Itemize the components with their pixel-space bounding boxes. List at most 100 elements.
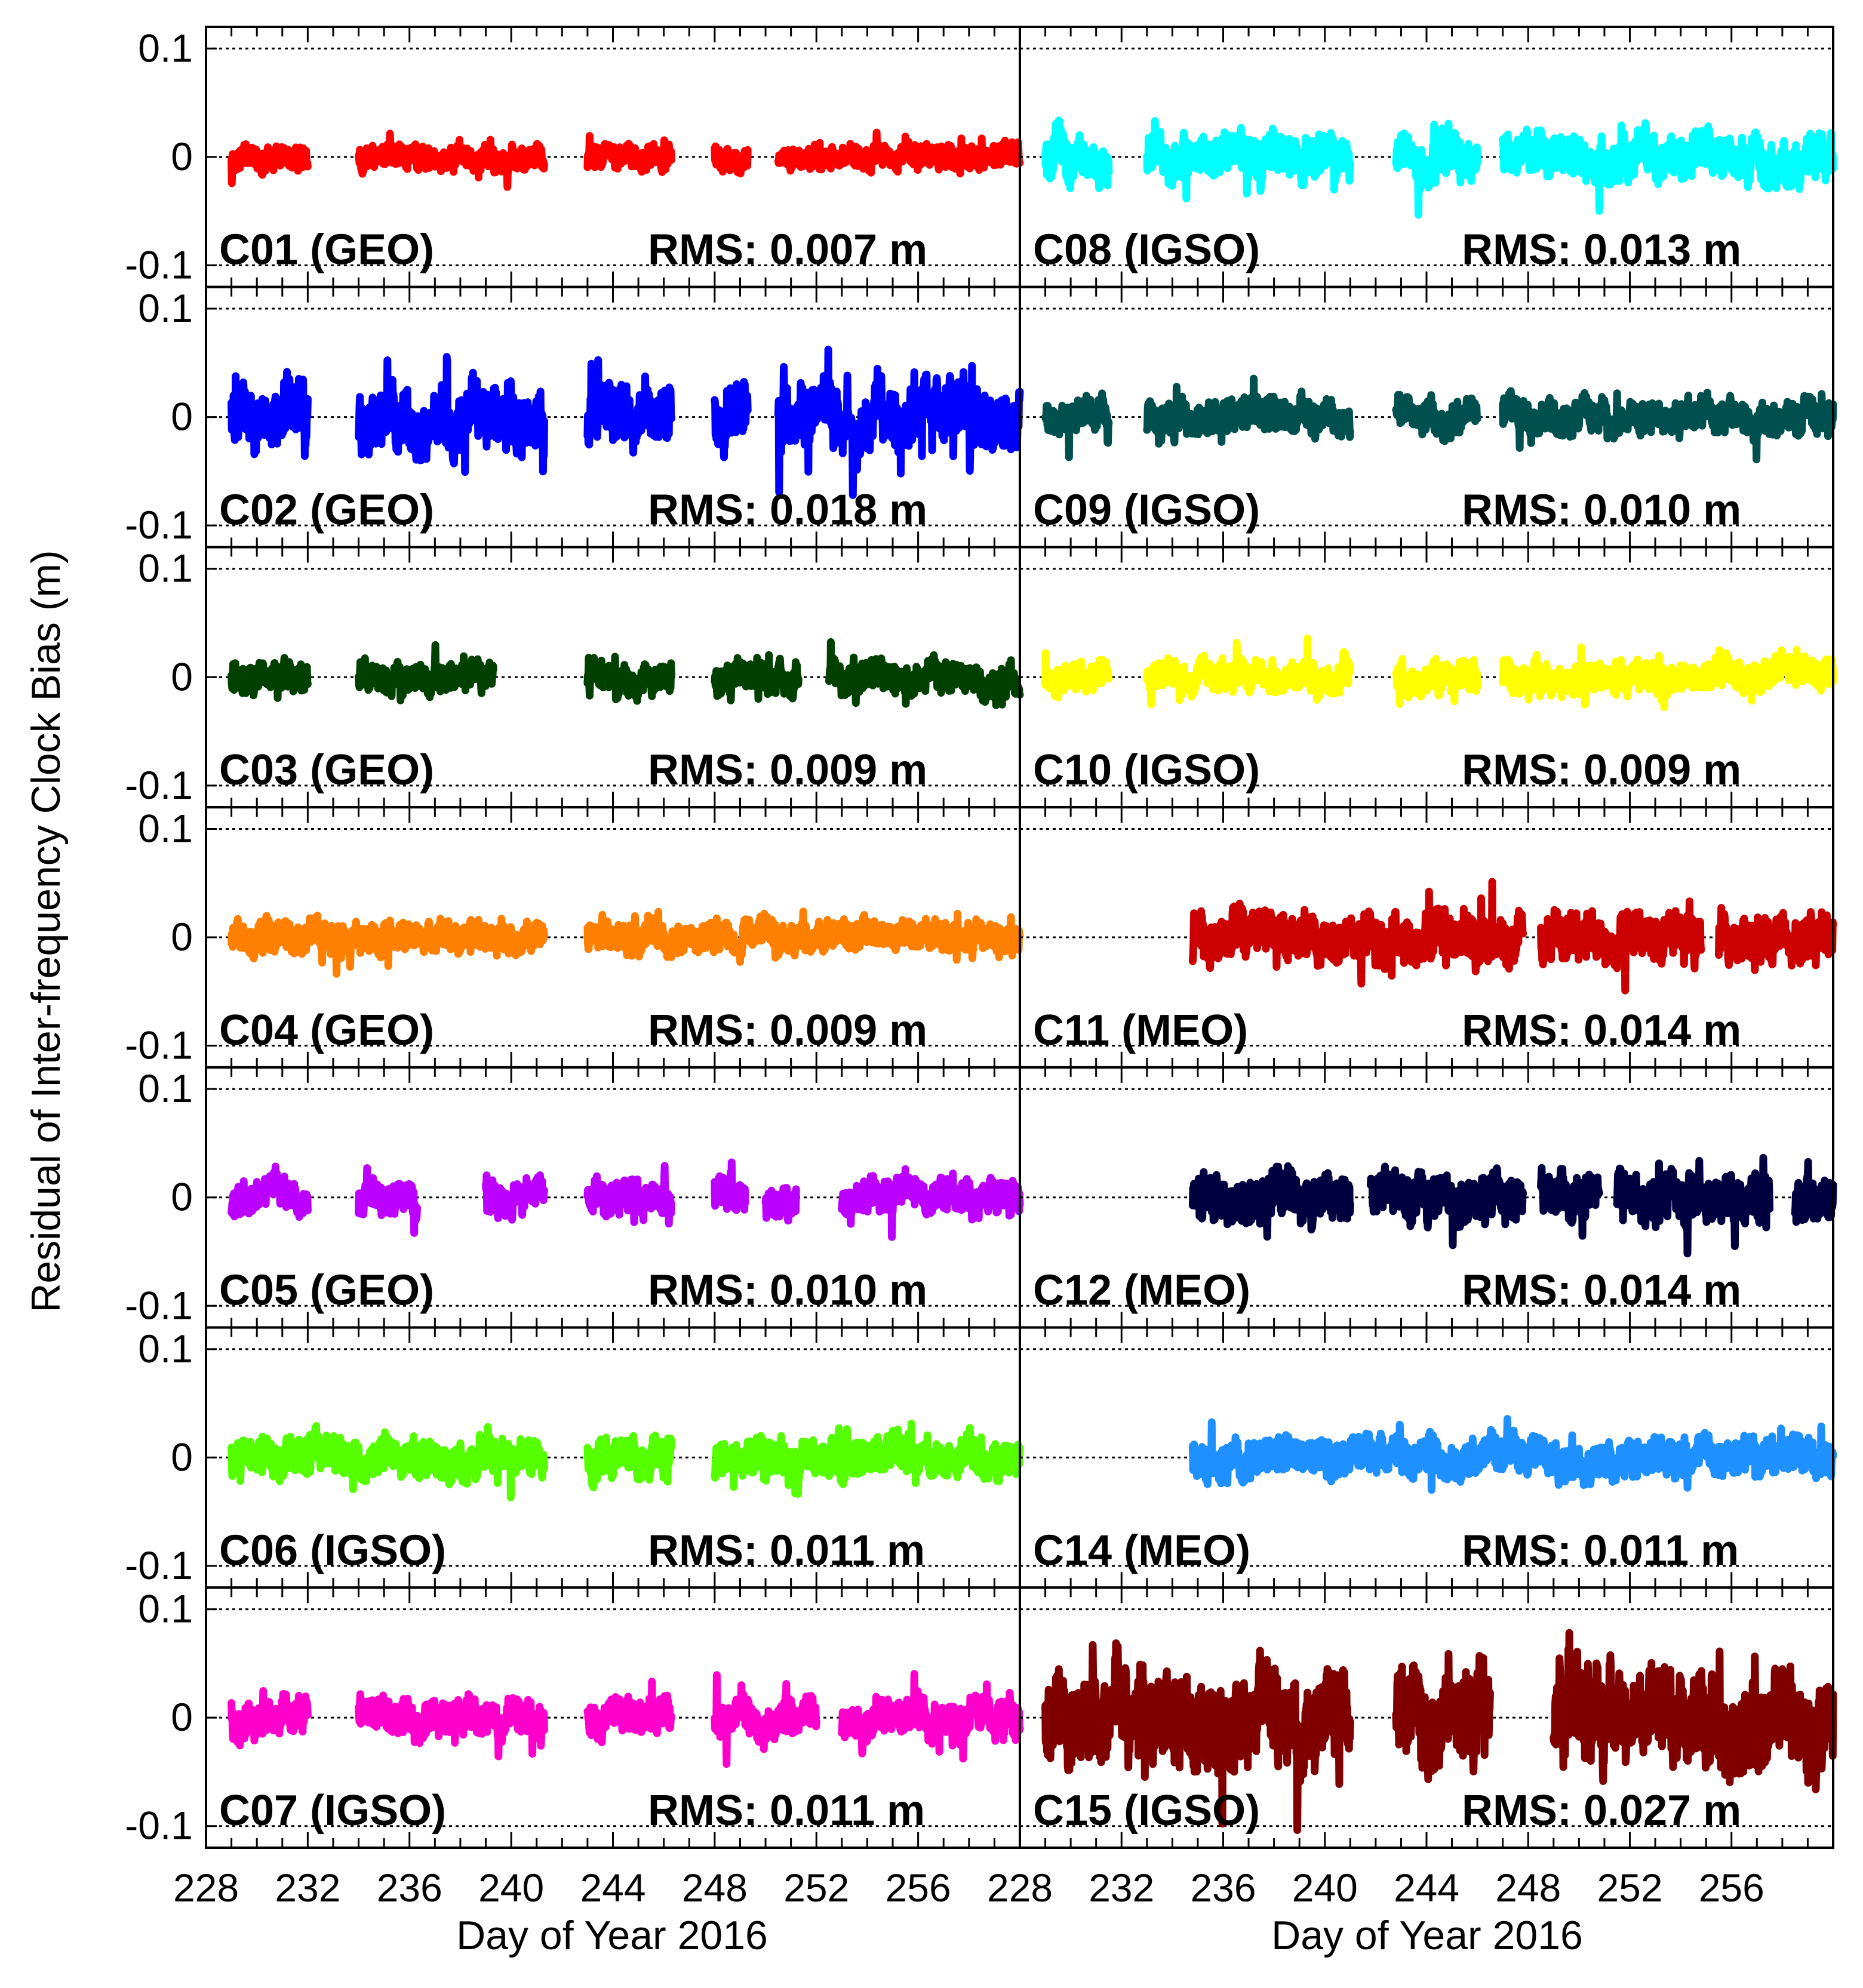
series-segment <box>1188 1162 1354 1241</box>
y-tick-label: 0 <box>171 395 193 439</box>
y-tick-label: -0.1 <box>125 763 193 807</box>
panel-name-label: C07 (IGSO) <box>219 1787 446 1835</box>
panel-rms-label: RMS: 0.018 m <box>648 486 927 534</box>
series-segment <box>711 142 752 178</box>
panel-c11 <box>1020 827 1837 1047</box>
y-tick-label: 0.1 <box>138 1327 193 1371</box>
series-segment <box>228 140 312 187</box>
panel-rms-label: RMS: 0.014 m <box>1462 1007 1741 1054</box>
series-segment <box>838 1670 1024 1763</box>
series-segment <box>228 912 548 978</box>
panel-name-label: C15 (IGSO) <box>1033 1787 1260 1835</box>
series-segment <box>583 1162 675 1228</box>
x-tick-label: 256 <box>1699 1866 1764 1910</box>
y-tick-label: -0.1 <box>125 503 193 547</box>
series-segment <box>1791 1158 1837 1226</box>
panel-name-label: C09 (IGSO) <box>1033 486 1260 534</box>
series-segment <box>355 353 548 476</box>
y-tick-label: -0.1 <box>125 1804 193 1848</box>
panel-c12 <box>1020 1088 1837 1307</box>
x-tick-label: 244 <box>1394 1866 1459 1910</box>
series-segment <box>355 641 497 704</box>
panel-name-label: C04 (GEO) <box>219 1007 434 1054</box>
series-segment <box>711 1158 749 1214</box>
series-segment <box>228 1422 548 1501</box>
y-tick-label: 0.1 <box>138 26 193 70</box>
panel-name-label: C11 (MEO) <box>1033 1007 1248 1054</box>
series-segment <box>1143 634 1354 709</box>
y-tick-label: -0.1 <box>125 1023 193 1067</box>
x-tick-label: 228 <box>987 1866 1053 1910</box>
series-segment <box>711 1420 1024 1498</box>
series-segment <box>228 368 312 460</box>
panel-c06 <box>206 1348 1024 1567</box>
panel-rms-label: RMS: 0.011 m <box>1462 1527 1739 1574</box>
panel-c09 <box>1020 307 1837 527</box>
panel-name-label: C03 (GEO) <box>219 746 434 794</box>
panel-c01 <box>206 47 1024 266</box>
panel-rms-label: RMS: 0.011 m <box>648 1527 925 1574</box>
panel-c03 <box>206 568 1024 787</box>
series-segment <box>825 638 1024 709</box>
series-segment <box>1041 1639 1354 1834</box>
series-segment <box>228 1687 312 1750</box>
x-tick-label: 232 <box>275 1866 340 1910</box>
x-tick-label: 252 <box>1597 1866 1662 1910</box>
panel-rms-label: RMS: 0.010 m <box>1462 486 1741 534</box>
series-segment <box>1392 655 1481 708</box>
series-segment <box>482 1171 548 1224</box>
panel-rms-label: RMS: 0.013 m <box>1462 226 1741 274</box>
panel-name-label: C10 (IGSO) <box>1033 746 1260 794</box>
y-tick-label: -0.1 <box>125 1283 193 1327</box>
y-tick-label: 0 <box>171 1695 193 1739</box>
y-tick-label: 0 <box>171 1435 193 1479</box>
series-segment <box>1499 119 1837 215</box>
x-tick-label: 252 <box>783 1866 849 1910</box>
panel-rms-label: RMS: 0.009 m <box>648 1007 927 1054</box>
series-segment <box>1366 1162 1527 1250</box>
text-layer: 0.1 0 -0.1 C01 (GEO) RMS: 0.007 m C08 (IGSO) R… <box>125 26 1764 1910</box>
x-tick-label: 240 <box>478 1866 544 1910</box>
data-layer <box>206 47 1837 1834</box>
panel-c08 <box>1020 47 1837 266</box>
panel-c14 <box>1020 1348 1837 1567</box>
panel-name-label: C08 (IGSO) <box>1033 226 1260 274</box>
series-segment <box>1041 649 1113 701</box>
series-segment <box>583 356 675 457</box>
series-segment <box>711 651 803 704</box>
frame-layer <box>205 26 1834 1849</box>
y-tick-label: 0.1 <box>138 286 193 330</box>
panel-name-label: C05 (GEO) <box>219 1267 434 1315</box>
series-segment <box>228 1162 312 1221</box>
y-tick-label: 0 <box>171 654 193 698</box>
y-tick-label: -0.1 <box>125 242 193 287</box>
panel-c15 <box>1020 1608 1837 1834</box>
x-axis-title-right: Day of Year 2016 <box>1271 1913 1583 1958</box>
series-segment <box>774 346 1024 499</box>
x-tick-label: 248 <box>682 1866 748 1910</box>
series-segment <box>583 132 675 176</box>
panel-name-label: C14 (MEO) <box>1033 1527 1250 1574</box>
series-segment <box>355 130 548 191</box>
panel-c07 <box>206 1608 1024 1827</box>
x-tick-label: 244 <box>580 1866 645 1910</box>
series-segment <box>1537 897 1705 995</box>
panel-rms-label: RMS: 0.009 m <box>648 746 927 794</box>
panel-name-label: C01 (GEO) <box>219 226 434 274</box>
x-axis-title-left: Day of Year 2016 <box>456 1913 768 1958</box>
series-segment <box>1499 643 1837 711</box>
x-tick-label: 236 <box>1190 1866 1256 1910</box>
y-tick-label: 0.1 <box>138 1587 193 1631</box>
series-segment <box>228 654 312 702</box>
series-segment <box>1613 1153 1774 1258</box>
series-segment <box>1392 119 1481 219</box>
panel-rms-label: RMS: 0.010 m <box>648 1267 927 1315</box>
panel-name-label: C06 (IGSO) <box>219 1527 446 1574</box>
series-segment <box>1392 390 1481 445</box>
series-segment <box>1143 117 1354 202</box>
x-tick-label: 232 <box>1089 1866 1154 1910</box>
panel-c10 <box>1020 568 1837 787</box>
panel-rms-label: RMS: 0.014 m <box>1462 1267 1741 1315</box>
series-segment <box>1188 878 1527 988</box>
